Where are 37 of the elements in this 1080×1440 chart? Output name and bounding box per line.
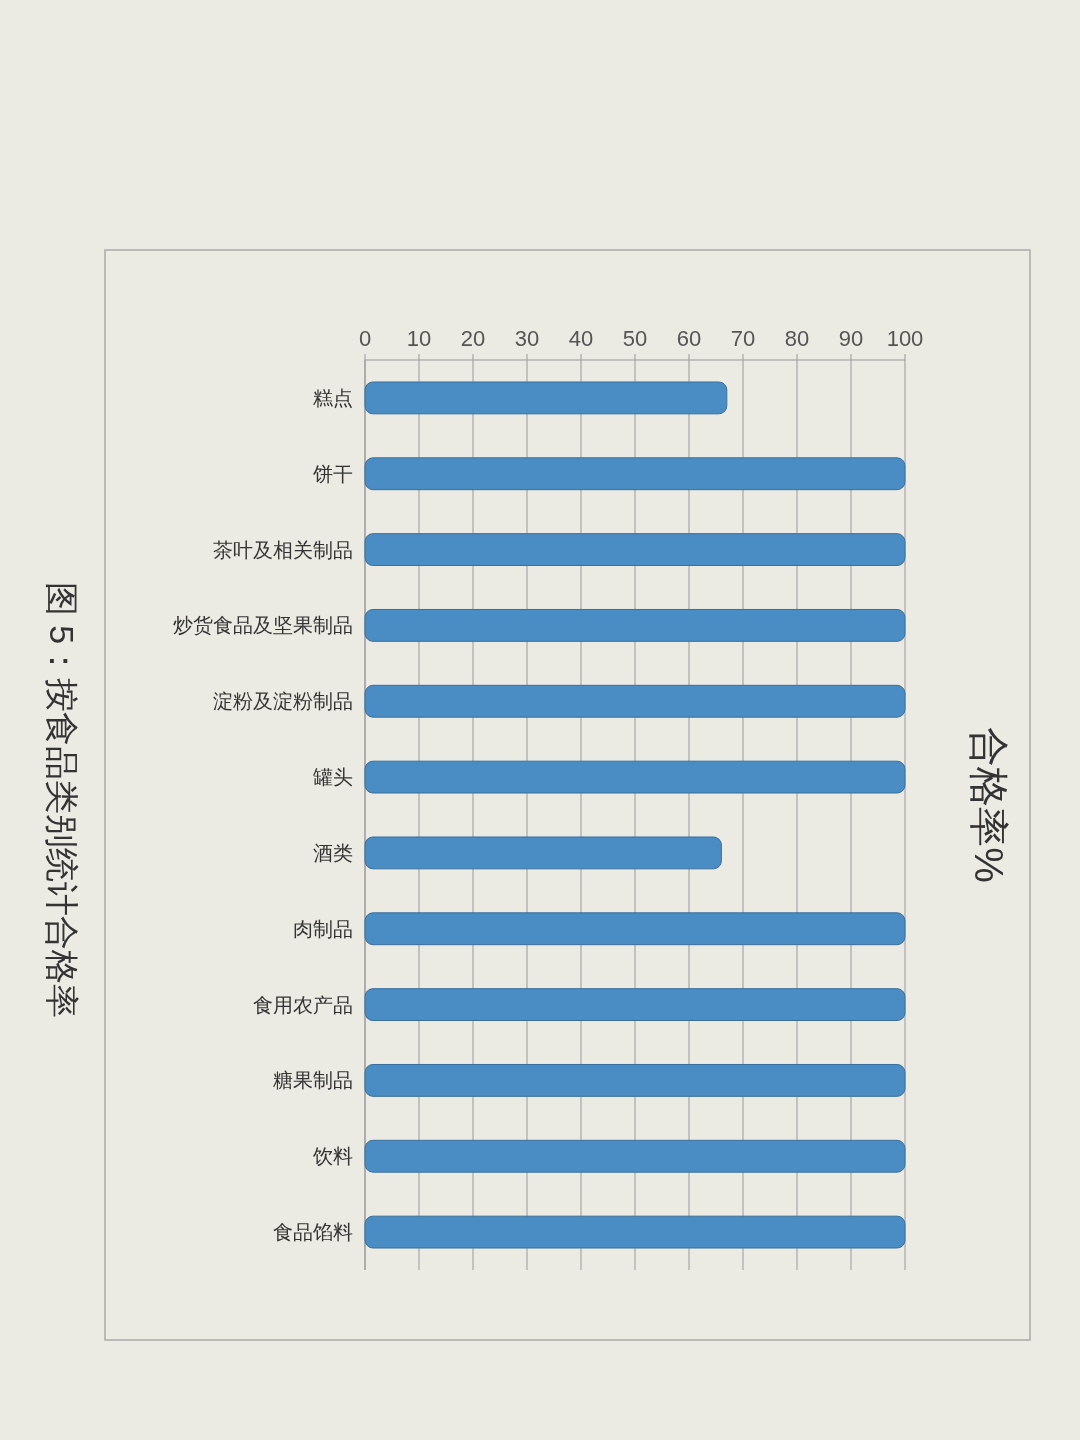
text: 合格率% [967,727,1011,883]
bar [364,381,728,415]
bar [364,988,906,1022]
y-tick-label: 糖果制品 [273,1069,353,1092]
bar [364,912,906,946]
x-tick-label: 0 [358,326,372,351]
x-tick-label: 20 [460,326,486,351]
y-tick-label: 食用农产品 [253,993,353,1016]
y-tick-label: 酒类 [313,841,353,864]
y-tick-label: 茶叶及相关制品 [213,538,353,561]
bar [364,608,906,642]
bar [364,760,906,794]
bar [364,684,906,718]
y-tick-label: 炒货食品及坚果制品 [173,614,353,637]
y-tick-label: 肉制品 [293,917,353,940]
x-tick-label: 90 [838,326,864,351]
y-tick-label: 罐头 [313,766,353,789]
x-tick-label: 60 [676,326,702,351]
bar [364,836,722,870]
bar [364,457,906,491]
caption: 图 5：按食品类别统计合格率 [43,581,81,1019]
bar [364,1063,906,1097]
y-tick-label: 食品馅料 [273,1221,353,1244]
x-tick-label: 100 [886,326,924,351]
y-tick-label: 淀粉及淀粉制品 [213,690,353,713]
x-tick-label: 10 [406,326,432,351]
bar [364,533,906,567]
x-tick-label: 30 [514,326,540,351]
y-tick-label: 饮料 [312,1145,353,1168]
y-tick-label: 糕点 [313,386,353,409]
x-tick-label: 70 [730,326,756,351]
x-tick-label: 50 [622,326,648,351]
bar [364,1139,906,1173]
bar [364,1215,906,1249]
x-tick-label: 40 [568,326,594,351]
y-tick-label: 饼干 [312,462,353,485]
x-tick-label: 80 [784,326,810,351]
